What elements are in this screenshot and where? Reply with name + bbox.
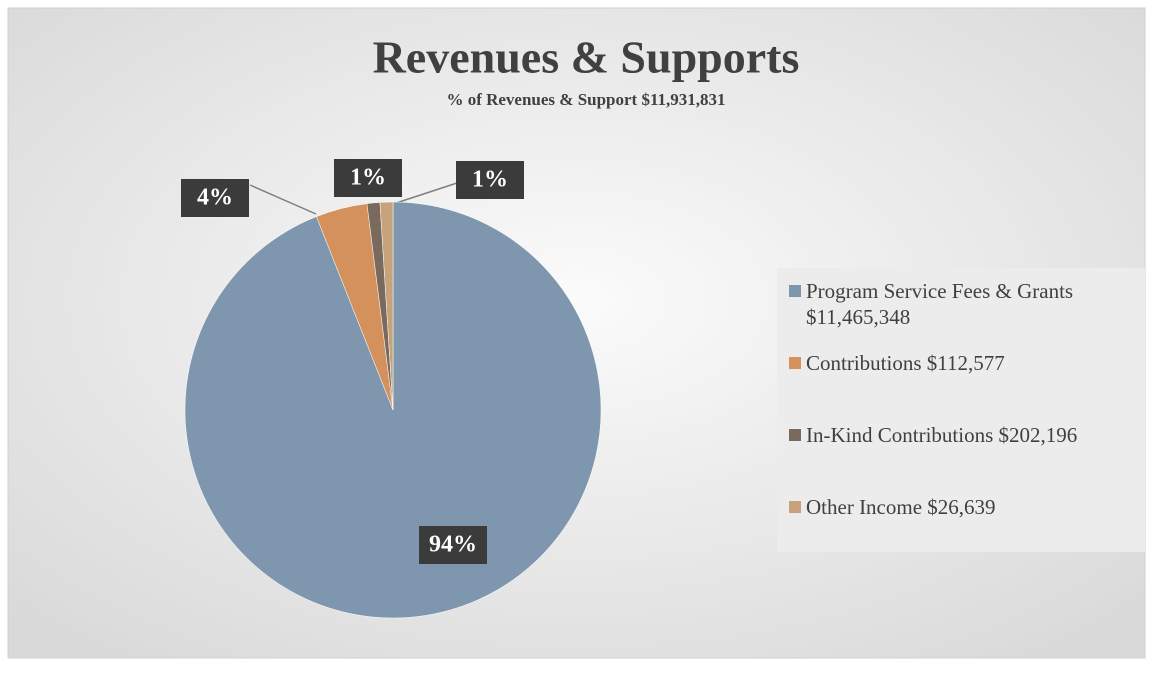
legend-label: Other Income $26,639 <box>806 495 996 519</box>
legend-swatch <box>789 501 801 513</box>
legend-entry: Other Income $26,639 <box>789 494 1135 566</box>
legend-entry: Program Service Fees & Grants $11,465,34… <box>789 278 1135 350</box>
data-label-box <box>181 179 249 217</box>
data-label-box <box>419 526 487 564</box>
data-label-box <box>456 161 524 199</box>
data-label: 94% <box>429 532 477 558</box>
data-label: 1% <box>472 167 508 193</box>
legend-swatch <box>789 429 801 441</box>
legend: Program Service Fees & Grants $11,465,34… <box>777 268 1145 552</box>
legend-entry: In-Kind Contributions $202,196 <box>789 422 1135 494</box>
legend-label: Contributions $112,577 <box>806 351 1005 375</box>
legend-label: In-Kind Contributions $202,196 <box>806 423 1078 447</box>
legend-swatch <box>789 357 801 369</box>
data-label: 4% <box>197 185 233 211</box>
data-label-box <box>334 159 402 197</box>
chart-subtitle: % of Revenues & Support $11,931,831 <box>446 90 725 109</box>
chart-title: Revenues & Supports <box>373 32 800 83</box>
leader-line <box>249 184 317 215</box>
legend-entry: Contributions $112,577 <box>789 350 1135 422</box>
legend-label: Program Service Fees & Grants $11,465,34… <box>806 279 1074 329</box>
data-label: 1% <box>350 165 386 191</box>
legend-swatch <box>789 285 801 297</box>
pie-slice <box>379 201 394 411</box>
